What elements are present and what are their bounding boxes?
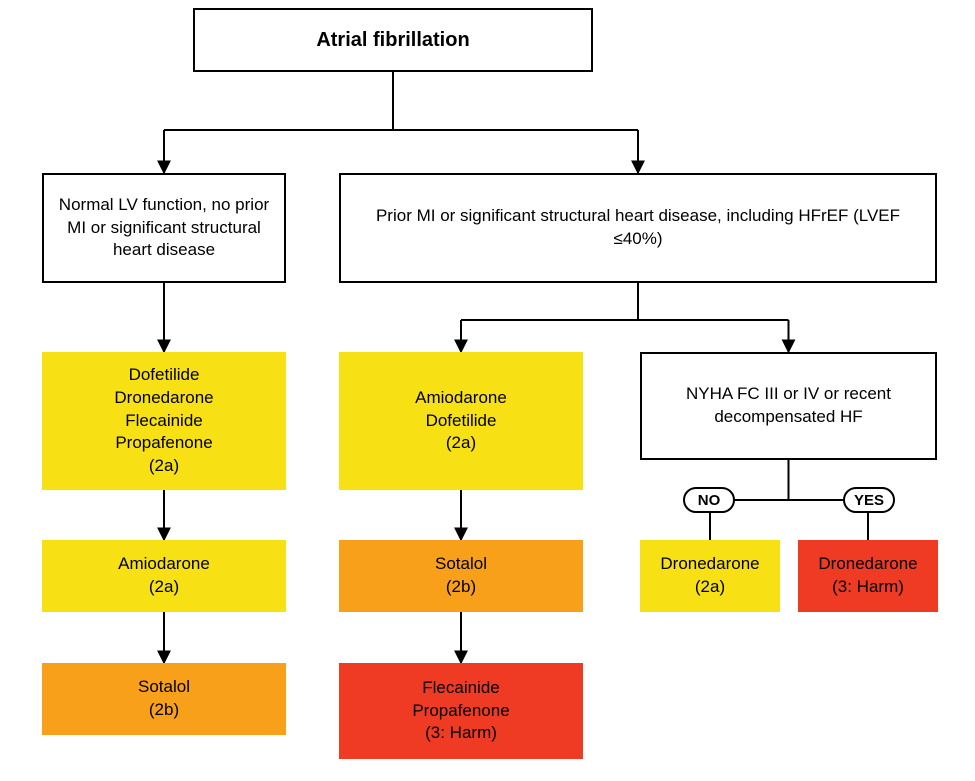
node-line: Propafenone <box>115 432 212 455</box>
node-left2a: DofetilideDronedaroneFlecainidePropafeno… <box>42 352 286 490</box>
node-midHarm: FlecainidePropafenone(3: Harm) <box>339 663 583 759</box>
node-priorMI: Prior MI or significant structural heart… <box>339 173 937 283</box>
node-line: Flecainide <box>125 410 203 433</box>
node-line: (2a) <box>149 576 179 599</box>
node-line: (3: Harm) <box>425 722 497 745</box>
node-line: (3: Harm) <box>832 576 904 599</box>
node-midAmio: AmiodaroneDofetilide(2a) <box>339 352 583 490</box>
pill-yes: YES <box>843 487 895 513</box>
node-line: Amiodarone <box>118 553 210 576</box>
node-line: Dofetilide <box>129 364 200 387</box>
node-line: Sotalol <box>435 553 487 576</box>
node-root: Atrial fibrillation <box>193 8 593 72</box>
node-line: Dronedarone <box>660 553 759 576</box>
node-line: (2a) <box>695 576 725 599</box>
node-line: (2b) <box>149 699 179 722</box>
node-nyha: NYHA FC III or IV or recent decompensate… <box>640 352 937 460</box>
node-midSotalol: Sotalol(2b) <box>339 540 583 612</box>
flowchart-canvas: Atrial fibrillation Normal LV function, n… <box>0 0 975 781</box>
node-line: Sotalol <box>138 676 190 699</box>
node-line: (2a) <box>149 455 179 478</box>
node-line: Dofetilide <box>426 410 497 433</box>
node-line: Dronedarone <box>818 553 917 576</box>
node-line: (2a) <box>446 432 476 455</box>
node-line: Amiodarone <box>415 387 507 410</box>
node-line: Dronedarone <box>114 387 213 410</box>
node-leftSotalol: Sotalol(2b) <box>42 663 286 735</box>
pill-no: NO <box>683 487 735 513</box>
node-line: Propafenone <box>412 700 509 723</box>
node-line: Flecainide <box>422 677 500 700</box>
node-normalLV: Normal LV function, no prior MI or signi… <box>42 173 286 283</box>
node-leftAmio: Amiodarone(2a) <box>42 540 286 612</box>
node-droneYellow: Dronedarone(2a) <box>640 540 780 612</box>
node-line: (2b) <box>446 576 476 599</box>
node-droneRed: Dronedarone(3: Harm) <box>798 540 938 612</box>
